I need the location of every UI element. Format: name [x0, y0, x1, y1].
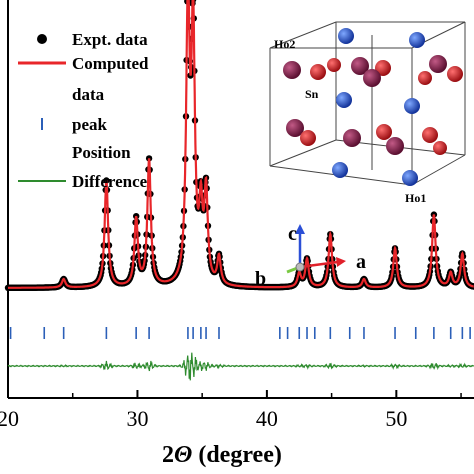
atom-sn — [300, 130, 316, 146]
atom-o — [404, 98, 420, 114]
x-axis-ticks: 20 30 40 50 — [0, 390, 462, 431]
atom-sn — [418, 71, 432, 85]
inset-label-sn: Sn — [305, 87, 319, 101]
legend-expt-label: Expt. data — [72, 30, 148, 49]
legend-computed-label: Computed — [72, 54, 149, 73]
atom-ho — [286, 119, 304, 137]
atom-sn — [447, 66, 463, 82]
axis-a-head — [336, 257, 346, 267]
crystal-structure-inset: Ho2 Sn Ho1 — [269, 21, 466, 205]
computed-curve — [8, 0, 474, 289]
unit-cell-box — [269, 21, 466, 186]
atom-ho — [351, 57, 369, 75]
axis-c-head — [295, 224, 305, 234]
atom-ho — [343, 129, 361, 147]
axis-label-b: b — [255, 268, 266, 290]
axis-label-a: a — [356, 251, 366, 273]
atom-o — [409, 32, 425, 48]
axis-a-arrow — [299, 260, 339, 269]
legend-expt-marker — [37, 34, 47, 44]
atom-sn — [310, 64, 326, 80]
atom-sn — [422, 127, 438, 143]
legend-computed-label-2: data — [72, 85, 105, 104]
atom-ho — [386, 137, 404, 155]
atom-sn — [433, 141, 447, 155]
atom-o — [402, 170, 418, 186]
atom-o — [338, 28, 354, 44]
inset-label-ho1: Ho1 — [405, 191, 426, 205]
computed-curve-layer — [8, 0, 474, 289]
axes-indicator: c a b — [255, 223, 366, 290]
axis-origin — [295, 262, 305, 272]
atom-ho — [283, 61, 301, 79]
atom-o — [336, 92, 352, 108]
atom-sn — [327, 58, 341, 72]
atom-ho — [363, 69, 381, 87]
legend-peak-label-2: Position — [72, 143, 131, 162]
atom-sn — [376, 124, 392, 140]
bragg-peak-markers — [9, 327, 471, 339]
atoms — [283, 28, 463, 186]
x-tick-label: 40 — [256, 406, 278, 431]
inset-label-ho2: Ho2 — [274, 37, 295, 51]
atom-sn — [375, 60, 391, 76]
x-tick-label: 30 — [126, 406, 148, 431]
x-tick-label: 50 — [385, 406, 407, 431]
legend: Expt. data Computed data peak Position D… — [18, 30, 149, 191]
legend-difference-label: Difference — [72, 172, 148, 191]
difference-curve-layer — [7, 352, 474, 381]
atom-ho — [429, 55, 447, 73]
axis-label-c: c — [288, 223, 297, 245]
x-axis-title: 2Θ (degree) — [162, 442, 282, 468]
difference-curve — [7, 352, 474, 381]
x-tick-label: 20 — [0, 406, 19, 431]
legend-peak-label: peak — [72, 115, 108, 134]
atom-o — [332, 162, 348, 178]
